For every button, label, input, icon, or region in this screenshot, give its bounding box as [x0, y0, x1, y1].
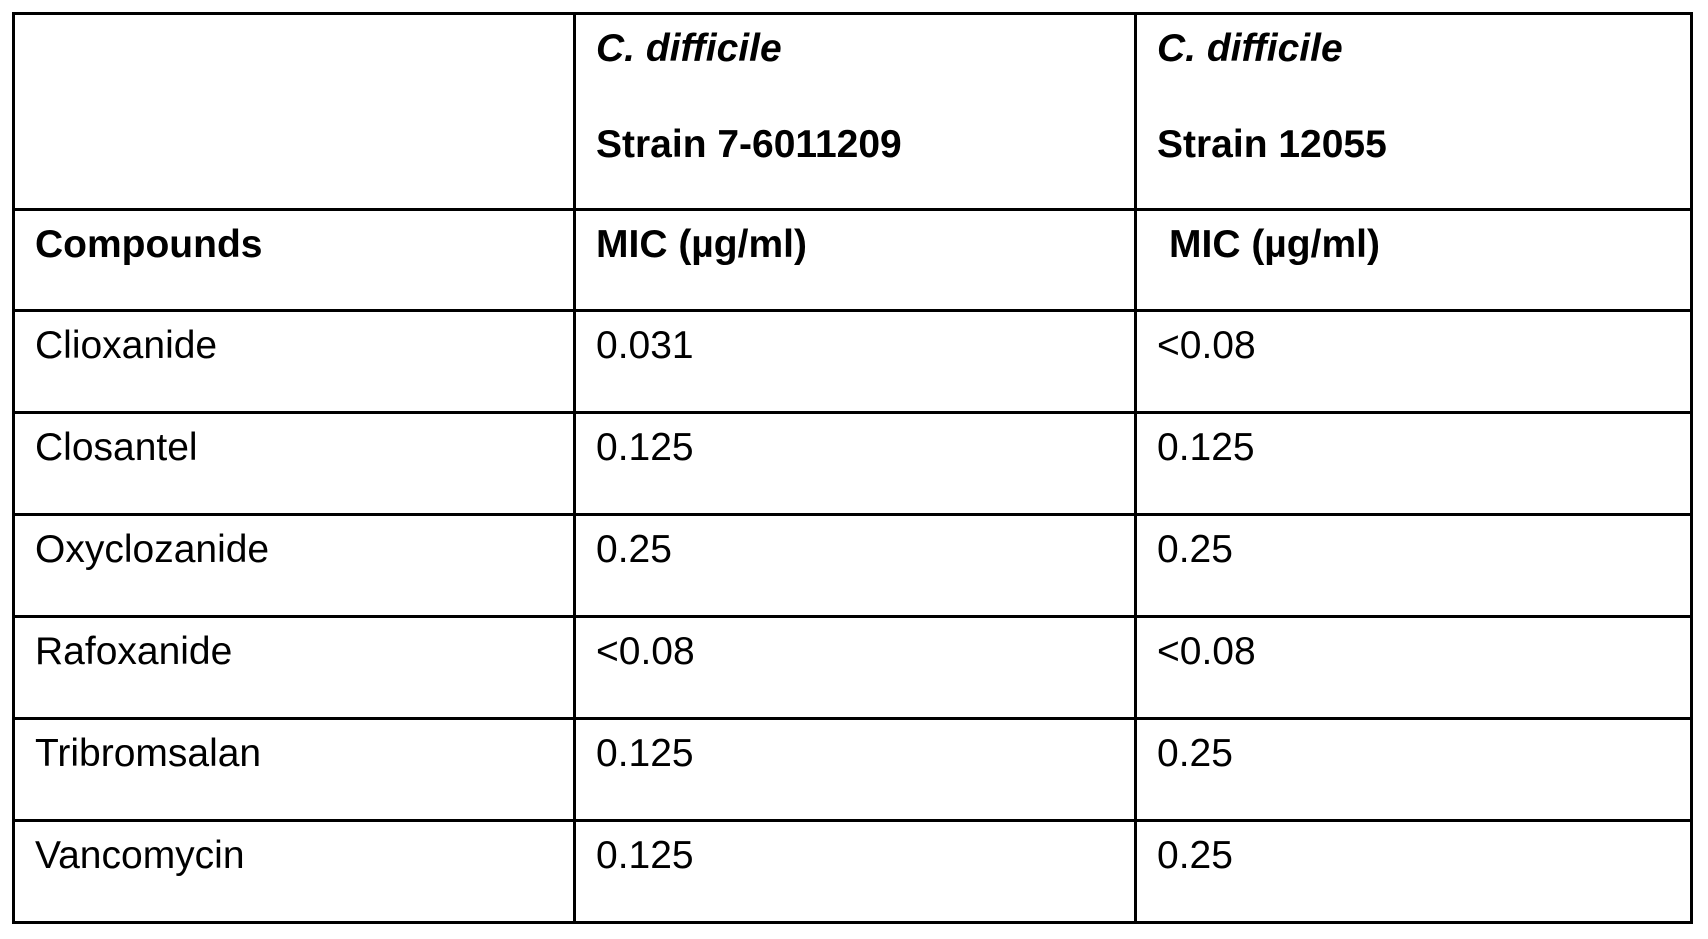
header-mic-strain-2: MIC (µg/ml) [1134, 208, 1693, 312]
mic-value-cell: 0.125 [1134, 411, 1693, 516]
mic-table: C. difficile Strain 7-6011209 C. diffici… [12, 12, 1693, 924]
table-row: Oxyclozanide 0.25 0.25 [12, 513, 1693, 618]
mic-value-cell: <0.08 [573, 615, 1137, 720]
compound-cell: Rafoxanide [12, 615, 576, 720]
mic-value-cell: 0.031 [573, 309, 1137, 414]
mic-value-cell: 0.25 [1134, 717, 1693, 822]
header-compounds: Compounds [12, 208, 576, 312]
mic-value-cell: 0.125 [573, 411, 1137, 516]
mic-value-cell: 0.25 [1134, 819, 1693, 924]
table-row: Vancomycin 0.125 0.25 [12, 819, 1693, 924]
header-mic-strain-1: MIC (µg/ml) [573, 208, 1137, 312]
species-name: C. difficile [1157, 27, 1343, 70]
mic-value-cell: 0.125 [573, 819, 1137, 924]
table-row: Tribromsalan 0.125 0.25 [12, 717, 1693, 822]
mic-value-cell: 0.25 [1134, 513, 1693, 618]
compound-cell: Tribromsalan [12, 717, 576, 822]
mic-value-cell: <0.08 [1134, 309, 1693, 414]
strain-name: Strain 12055 [1157, 123, 1387, 166]
mic-value-cell: 0.25 [573, 513, 1137, 618]
strain-name: Strain 7-6011209 [596, 123, 902, 166]
table-header-row-units: Compounds MIC (µg/ml) MIC (µg/ml) [12, 208, 1693, 312]
species-name: C. difficile [596, 27, 782, 70]
mic-value-cell: <0.08 [1134, 615, 1693, 720]
table-row: Closantel 0.125 0.125 [12, 411, 1693, 516]
header-strain-1: C. difficile Strain 7-6011209 [573, 12, 1137, 211]
header-empty-cell [12, 12, 576, 211]
compound-cell: Clioxanide [12, 309, 576, 414]
table-row: Clioxanide 0.031 <0.08 [12, 309, 1693, 414]
compound-cell: Closantel [12, 411, 576, 516]
mic-value-cell: 0.125 [573, 717, 1137, 822]
compound-cell: Oxyclozanide [12, 513, 576, 618]
table-header-row-strains: C. difficile Strain 7-6011209 C. diffici… [12, 12, 1693, 211]
compound-cell: Vancomycin [12, 819, 576, 924]
table-row: Rafoxanide <0.08 <0.08 [12, 615, 1693, 720]
header-strain-2: C. difficile Strain 12055 [1134, 12, 1693, 211]
